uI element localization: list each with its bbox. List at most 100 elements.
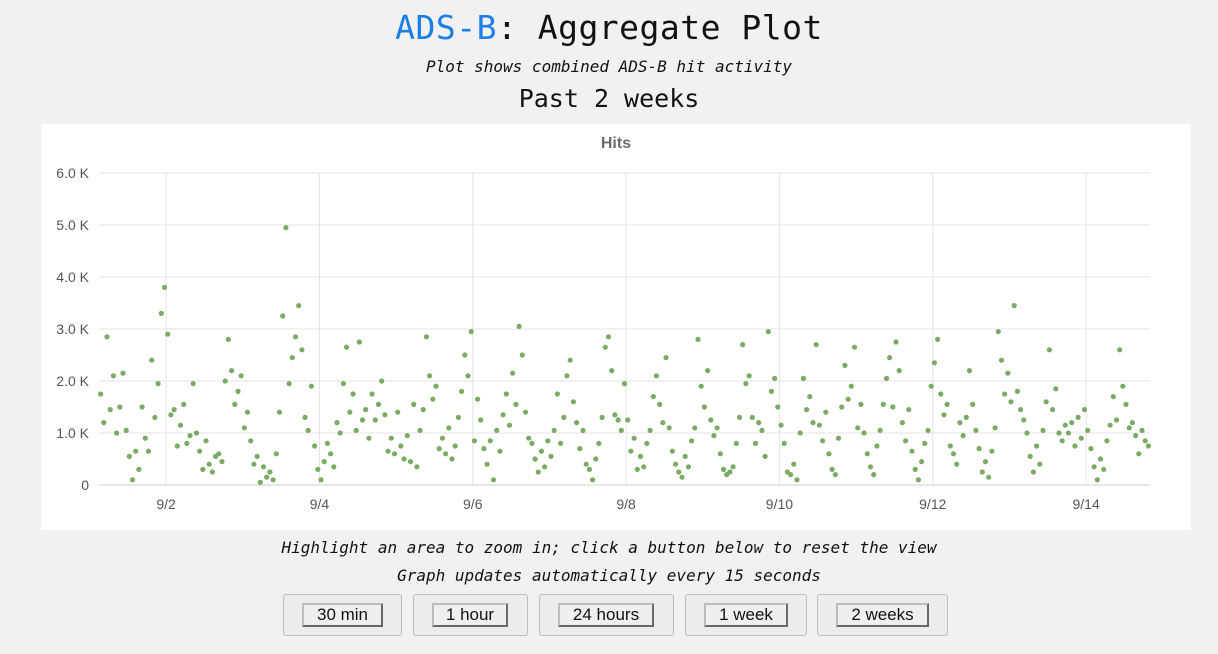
- data-point: [260, 464, 267, 470]
- data-point: [599, 414, 605, 420]
- data-point: [356, 339, 362, 345]
- data-point: [887, 355, 893, 361]
- data-point: [155, 381, 161, 387]
- data-point: [829, 466, 835, 472]
- data-point: [299, 347, 305, 353]
- data-point: [203, 438, 209, 444]
- zoom-hint: Highlight an area to zoom in; click a bu…: [281, 538, 937, 557]
- data-point: [149, 357, 155, 363]
- range-2weeks-box: 2 weeks: [817, 594, 948, 636]
- data-point: [324, 440, 330, 446]
- data-point: [628, 448, 634, 454]
- data-point: [487, 438, 493, 444]
- data-point: [976, 446, 982, 452]
- data-point: [366, 435, 372, 441]
- data-point: [906, 407, 912, 413]
- data-point: [519, 352, 525, 358]
- ads-b-brand-link[interactable]: ADS-B: [395, 8, 497, 47]
- data-point: [845, 396, 851, 402]
- data-point: [235, 388, 241, 394]
- data-point: [941, 412, 947, 418]
- data-point: [481, 446, 487, 452]
- data-point: [328, 451, 334, 457]
- data-point: [145, 448, 152, 454]
- data-point: [1139, 427, 1145, 433]
- data-point: [631, 435, 637, 441]
- data-point: [740, 342, 746, 348]
- data-point: [1014, 388, 1021, 394]
- data-point: [407, 459, 414, 465]
- data-point: [621, 381, 628, 387]
- data-point: [1072, 443, 1078, 449]
- data-point: [823, 409, 829, 415]
- data-point: [350, 391, 356, 397]
- data-point: [1133, 433, 1139, 439]
- data-point: [1005, 370, 1011, 376]
- data-point: [676, 469, 682, 475]
- data-point: [385, 448, 391, 454]
- data-point: [331, 464, 337, 470]
- data-point: [1126, 425, 1132, 431]
- data-point: [1034, 443, 1040, 449]
- hits-chart[interactable]: Hits 0 1.0 K 2.0 K 3.0 K 4.0 K 5.0 K 6.0 K 9/2 9…: [41, 124, 1191, 530]
- data-point: [446, 425, 452, 431]
- data-point: [960, 433, 966, 439]
- data-point: [516, 323, 522, 329]
- data-point: [430, 396, 436, 402]
- range-1hour-button[interactable]: 1 hour: [432, 603, 508, 627]
- range-1week-button[interactable]: 1 week: [704, 603, 788, 627]
- range-1week-box: 1 week: [685, 594, 807, 636]
- data-point: [305, 427, 311, 433]
- chart-axes: 0 1.0 K 2.0 K 3.0 K 4.0 K 5.0 K 6.0 K 9/2 9/4 9/6…: [56, 165, 1100, 512]
- hits-scatter-plot[interactable]: Hits 0 1.0 K 2.0 K 3.0 K 4.0 K 5.0 K 6.0 K 9/2 9…: [41, 124, 1191, 530]
- data-point: [276, 409, 283, 415]
- data-point: [864, 451, 870, 457]
- data-point: [414, 464, 420, 470]
- data-point: [251, 461, 257, 467]
- data-point: [254, 453, 260, 459]
- data-point: [602, 344, 608, 350]
- data-point: [257, 479, 263, 485]
- data-point: [193, 430, 199, 436]
- data-point: [1104, 438, 1110, 444]
- data-point: [321, 459, 327, 465]
- data-point: [966, 368, 973, 374]
- data-point: [340, 381, 346, 387]
- data-point: [171, 407, 177, 413]
- range-24hours-button[interactable]: 24 hours: [558, 603, 654, 627]
- x-tick-label: 9/12: [919, 496, 946, 512]
- data-point: [1110, 394, 1116, 400]
- data-point: [120, 370, 126, 376]
- data-point: [114, 430, 120, 436]
- data-point: [292, 334, 299, 340]
- data-point: [529, 440, 535, 446]
- data-point: [369, 391, 375, 397]
- data-point: [935, 336, 941, 342]
- data-point: [804, 407, 810, 413]
- data-point: [248, 438, 254, 444]
- data-point: [1129, 420, 1135, 426]
- data-point: [1078, 435, 1084, 441]
- data-point: [401, 456, 407, 462]
- data-point: [730, 464, 736, 470]
- data-point: [1107, 422, 1113, 428]
- data-point: [289, 355, 295, 361]
- data-point: [970, 401, 976, 407]
- data-point: [612, 412, 618, 418]
- range-2weeks-button[interactable]: 2 weeks: [836, 603, 929, 627]
- data-point: [593, 456, 599, 462]
- data-point: [899, 420, 906, 426]
- data-point: [590, 477, 596, 483]
- data-point: [1120, 383, 1126, 389]
- range-30min-button[interactable]: 30 min: [302, 603, 383, 627]
- data-point: [574, 420, 580, 426]
- data-point: [1011, 303, 1017, 309]
- chart-grid: [99, 172, 1150, 486]
- data-point: [759, 427, 765, 433]
- data-point: [136, 466, 142, 472]
- data-point: [1053, 386, 1059, 392]
- data-point: [752, 440, 759, 446]
- data-point: [174, 443, 180, 449]
- data-point: [334, 420, 340, 426]
- data-point: [663, 355, 669, 361]
